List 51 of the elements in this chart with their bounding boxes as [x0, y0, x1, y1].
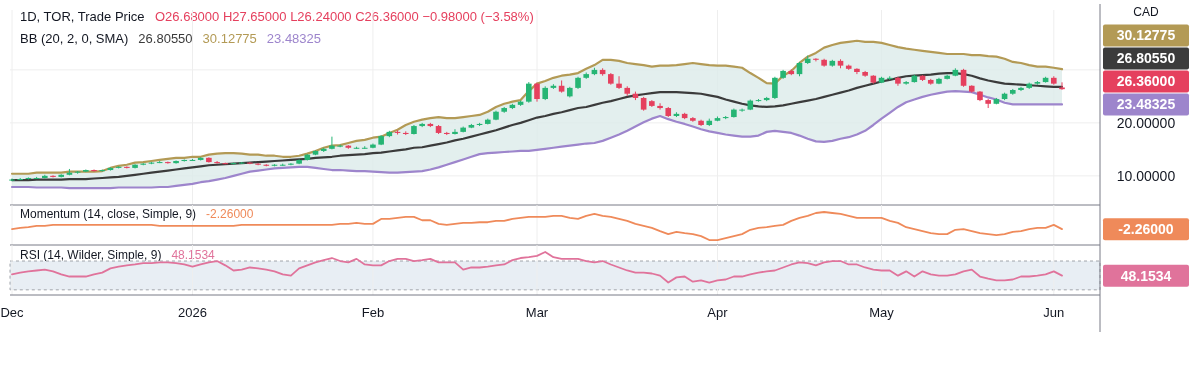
x-tick-label: Mar [525, 305, 549, 320]
candlestick [165, 161, 171, 165]
candlestick [1018, 86, 1024, 92]
candlestick [288, 162, 294, 166]
annotation: BB (20, 2, 0, SMA) [20, 31, 129, 46]
candlestick [329, 136, 335, 150]
candlestick [772, 76, 778, 100]
candlestick [214, 160, 220, 165]
x-tick-label: Jun [1043, 305, 1065, 320]
candlestick [526, 81, 532, 104]
candlestick [903, 80, 909, 86]
chart-subtitle: 48.1534 [171, 248, 216, 262]
candlestick [657, 102, 663, 111]
x-tick-label: Dec [0, 305, 25, 320]
candlestick [534, 82, 540, 103]
x-tick-label: Apr [707, 305, 729, 320]
annotation: 30.12775 [202, 31, 257, 46]
candlestick [50, 174, 56, 178]
candlestick [173, 159, 179, 165]
candlestick [1059, 81, 1065, 91]
chart-title: 1D, TOR, Trade Price [20, 9, 145, 24]
candlestick [616, 75, 622, 90]
text: 26.36000 [1116, 73, 1176, 90]
text: -2.26000 [1118, 221, 1174, 238]
candlestick [452, 128, 458, 136]
x-tick-label: 2026 [178, 305, 207, 320]
chart-title: RSI (14, Wilder, Simple, 9) [20, 248, 162, 262]
candlestick [813, 57, 819, 62]
text: 26.80550 [1116, 50, 1176, 67]
y-tick-label: 20.00000 [1116, 114, 1176, 131]
chart-subtitle: -2.26000 [206, 207, 254, 221]
annotation: 23.48325 [266, 31, 322, 46]
candlestick [854, 67, 860, 75]
candlestick [99, 169, 106, 173]
chart-subtitle: O26.68000 H27.65000 L26.24000 C26.36000 −0.98000 (−3.58%) [154, 9, 534, 24]
candlestick [960, 68, 967, 88]
candlestick [91, 169, 97, 173]
candlestick [255, 162, 261, 166]
x-tick-label: Feb [361, 305, 385, 320]
candlestick [247, 161, 253, 165]
annotation: 26.80550 [138, 31, 193, 46]
y-axis-title: CAD [1133, 5, 1159, 19]
candlestick [181, 158, 188, 163]
x-tick-label: May [869, 305, 895, 320]
text: 23.48325 [1116, 96, 1176, 113]
candlestick [739, 108, 745, 113]
line-series [10, 89, 1064, 190]
text: 30.12775 [1116, 27, 1176, 44]
line-series [10, 71, 1064, 182]
y-tick-label: 10.00000 [1116, 167, 1176, 184]
text: 48.1534 [1120, 267, 1172, 284]
